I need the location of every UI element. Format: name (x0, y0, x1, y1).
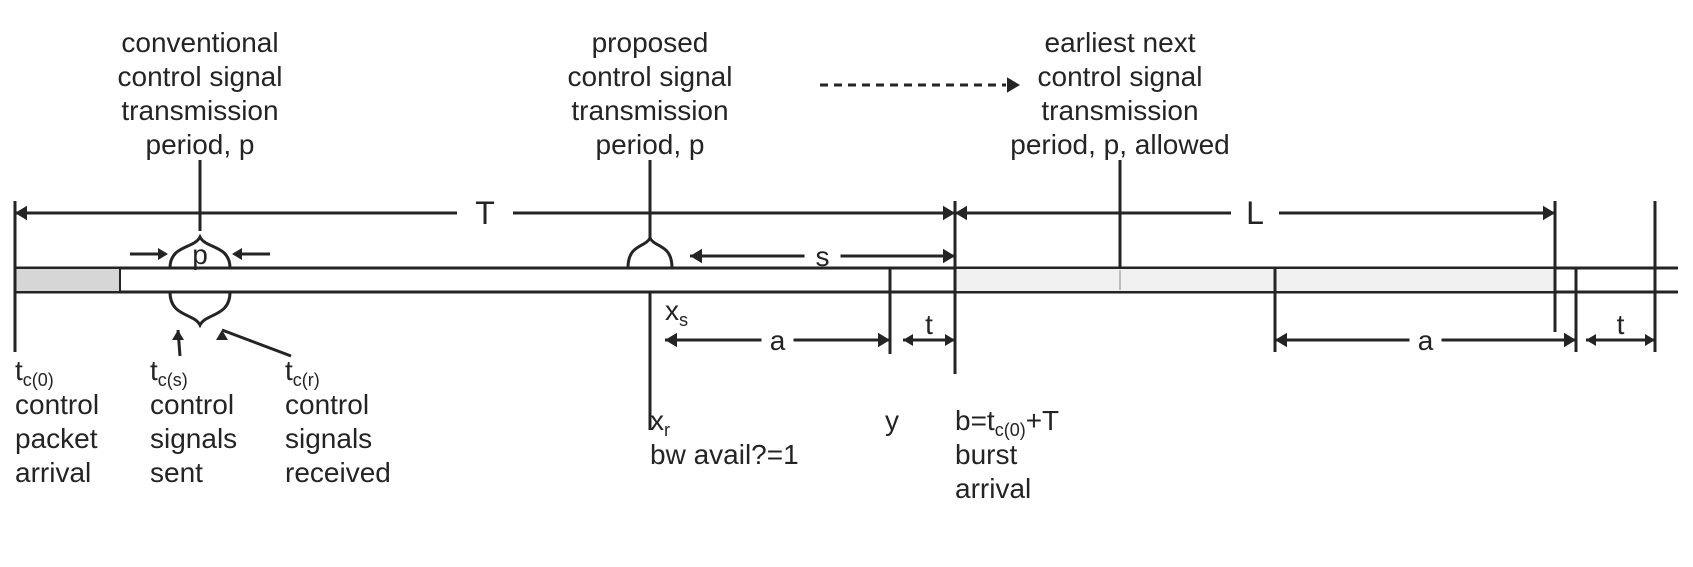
svg-text:transmission: transmission (1041, 95, 1198, 126)
svg-text:tc(0): tc(0) (15, 355, 54, 390)
svg-text:t: t (1617, 309, 1625, 340)
svg-text:control signal: control signal (568, 61, 733, 92)
svg-text:s: s (816, 241, 830, 272)
svg-text:received: received (285, 457, 391, 488)
diagram-svg: conventionalcontrol signaltransmissionpe… (0, 0, 1693, 567)
svg-text:L: L (1246, 195, 1264, 231)
svg-text:control: control (15, 389, 99, 420)
svg-text:signals: signals (285, 423, 372, 454)
svg-text:tc(s): tc(s) (150, 355, 188, 390)
svg-text:control signal: control signal (1038, 61, 1203, 92)
svg-text:transmission: transmission (121, 95, 278, 126)
svg-text:control: control (285, 389, 369, 420)
svg-text:t: t (925, 309, 933, 340)
svg-text:control: control (150, 389, 234, 420)
svg-text:tc(r): tc(r) (285, 355, 320, 390)
svg-text:burst: burst (955, 439, 1017, 470)
svg-text:xr: xr (650, 405, 670, 440)
timing-diagram: { "canvas": { "width": 1693, "height": 5… (0, 0, 1693, 567)
svg-text:xs: xs (665, 295, 688, 330)
svg-text:earliest next: earliest next (1045, 27, 1196, 58)
svg-text:packet: packet (15, 423, 98, 454)
svg-text:sent: sent (150, 457, 203, 488)
svg-text:period, p: period, p (596, 129, 705, 160)
svg-text:period, p: period, p (146, 129, 255, 160)
svg-text:control signal: control signal (118, 61, 283, 92)
svg-text:signals: signals (150, 423, 237, 454)
svg-text:T: T (475, 195, 495, 231)
svg-text:a: a (1418, 325, 1434, 356)
svg-text:p: p (192, 239, 208, 270)
svg-text:y: y (885, 405, 899, 436)
svg-text:proposed: proposed (592, 27, 709, 58)
svg-text:period, p, allowed: period, p, allowed (1010, 129, 1229, 160)
svg-text:conventional: conventional (121, 27, 278, 58)
svg-text:bw avail?=1: bw avail?=1 (650, 439, 799, 470)
svg-text:transmission: transmission (571, 95, 728, 126)
svg-text:arrival: arrival (955, 473, 1031, 504)
svg-text:a: a (770, 325, 786, 356)
svg-text:arrival: arrival (15, 457, 91, 488)
svg-text:b=tc(0)+T: b=tc(0)+T (955, 405, 1059, 440)
